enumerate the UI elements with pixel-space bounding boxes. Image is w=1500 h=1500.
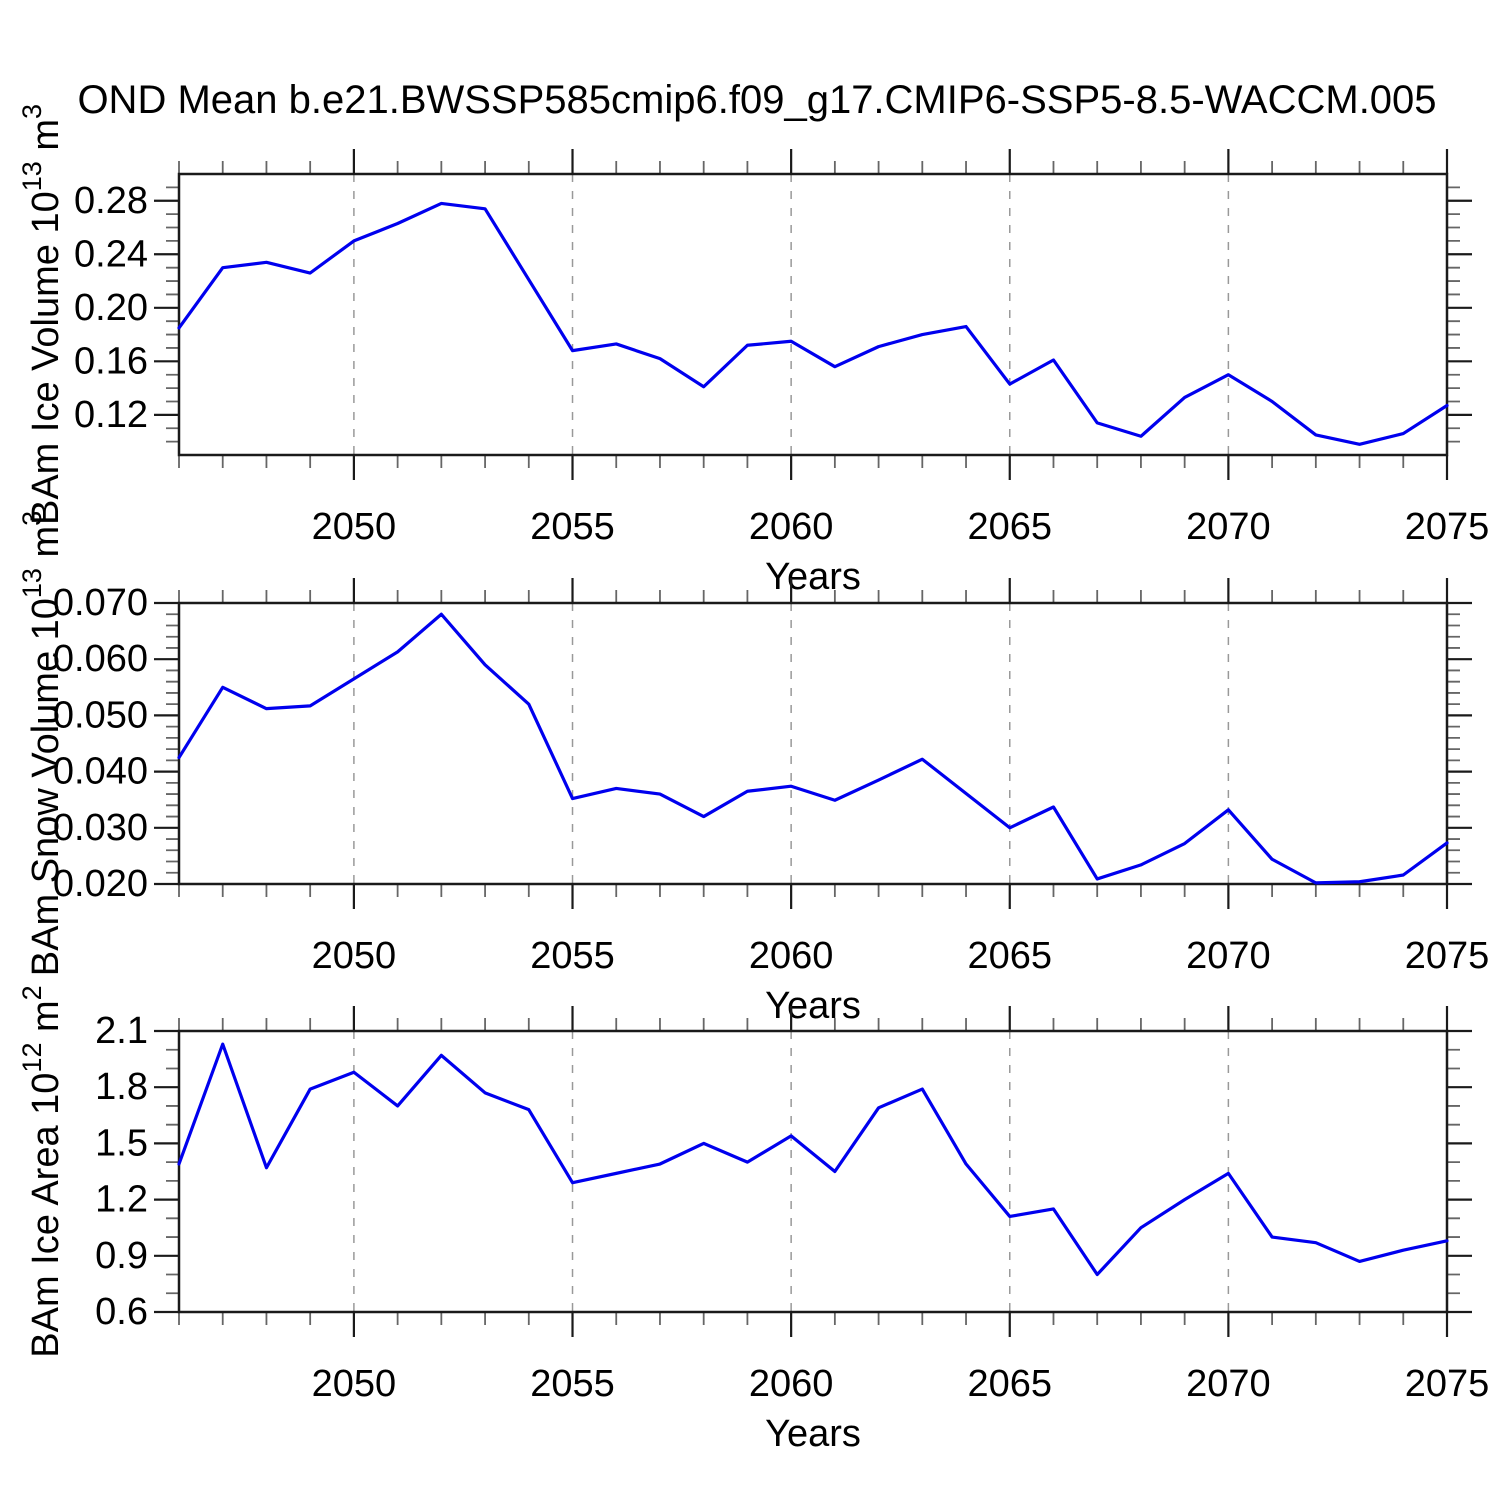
gridlines-ice-area [353, 1031, 1230, 1312]
panel-snow-volume: 0.020 0.030 0.040 0.050 0.060 0.070 2050 2055 20… [17, 511, 1489, 1027]
y-axis-title-segment: 3 [17, 511, 47, 526]
y-axis-title-segment: m [25, 1000, 67, 1042]
y-axis-title-snow-volume: BAm Snow Volume 1013 m3 [17, 511, 67, 976]
xtick-label-snow-volume-2070: 2070 [1186, 935, 1271, 977]
ytick-label-ice-volume-0.12: 0.12 [74, 394, 148, 436]
xtick-label-ice-area-2070: 2070 [1186, 1363, 1271, 1405]
panel-ice-area: 0.6 0.9 1.2 1.5 1.8 2.1 2050 2055 2060 2065 2070 20… [17, 985, 1489, 1455]
panel-ice-volume: 0.12 0.16 0.20 0.24 0.28 2050 2055 2060 2065 2070… [17, 104, 1489, 598]
xtick-label-snow-volume-2075: 2075 [1405, 935, 1490, 977]
ytick-label-ice-area-2.1: 2.1 [95, 1010, 148, 1052]
ytick-label-ice-volume-0.16: 0.16 [74, 340, 148, 382]
ytick-label-ice-area-1.2: 1.2 [95, 1179, 148, 1221]
y-axis-title-segment: 2 [17, 985, 47, 1000]
y-axis-title-segment: 13 [17, 568, 47, 598]
ytick-label-snow-volume-0.060: 0.060 [53, 638, 148, 680]
ytick-label-snow-volume-0.040: 0.040 [53, 751, 148, 793]
gridlines-snow-volume [353, 603, 1230, 884]
ytick-label-ice-volume-0.24: 0.24 [74, 233, 148, 275]
minor-ticks-ice-area [166, 1018, 1460, 1325]
ytick-label-snow-volume-0.050: 0.050 [53, 694, 148, 736]
data-line-ice-area [177, 1042, 1449, 1277]
plot-box-snow-volume [177, 601, 1449, 886]
xtick-label-ice-volume-2050: 2050 [312, 506, 397, 548]
ytick-label-snow-volume-0.020: 0.020 [53, 863, 148, 905]
y-axis-title-ice-area: BAm Ice Area 1012 m2 [17, 985, 67, 1357]
xtick-label-snow-volume-2060: 2060 [749, 935, 834, 977]
y-axis-title-ice-volume: BAm Ice Volume 1013 m3 [17, 104, 67, 525]
minor-ticks-snow-volume [166, 590, 1460, 897]
xtick-label-ice-volume-2055: 2055 [530, 506, 615, 548]
xtick-label-snow-volume-2050: 2050 [312, 935, 397, 977]
major-ticks-ice-area [154, 1006, 1472, 1337]
xtick-label-ice-area-2050: 2050 [312, 1363, 397, 1405]
y-axis-title-segment: m [25, 526, 67, 568]
xtick-label-ice-area-2065: 2065 [967, 1363, 1052, 1405]
x-axis-title-ice-volume: Years [765, 556, 861, 598]
ytick-label-ice-volume-0.20: 0.20 [74, 287, 148, 329]
plot-box-ice-volume [177, 172, 1449, 457]
panels-group: 0.12 0.16 0.20 0.24 0.28 2050 2055 2060 2065 2070… [17, 104, 1489, 1455]
chart-title: OND Mean b.e21.BWSSP585cmip6.f09_g17.CMI… [77, 78, 1436, 122]
xtick-label-ice-area-2075: 2075 [1405, 1363, 1490, 1405]
major-ticks-ice-volume [154, 149, 1472, 480]
ytick-label-ice-volume-0.28: 0.28 [74, 180, 148, 222]
xtick-label-ice-volume-2075: 2075 [1405, 506, 1490, 548]
ytick-label-ice-area-1.8: 1.8 [95, 1066, 148, 1108]
xtick-label-ice-area-2060: 2060 [749, 1363, 834, 1405]
ytick-label-ice-area-0.9: 0.9 [95, 1235, 148, 1277]
ytick-label-snow-volume-0.070: 0.070 [53, 582, 148, 624]
y-axis-title-segment: m [25, 119, 67, 161]
xtick-label-ice-area-2055: 2055 [530, 1363, 615, 1405]
x-axis-title-ice-area: Years [765, 1413, 861, 1455]
y-axis-title-segment: 13 [17, 161, 47, 191]
data-line-snow-volume [177, 612, 1449, 885]
x-axis-title-snow-volume: Years [765, 985, 861, 1027]
ytick-label-snow-volume-0.030: 0.030 [53, 807, 148, 849]
plot-box-ice-area [177, 1029, 1449, 1314]
y-axis-title-segment: BAm Ice Volume 10 [25, 191, 67, 525]
y-axis-title-segment: BAm Ice Area 10 [25, 1073, 67, 1358]
ytick-label-ice-area-0.6: 0.6 [95, 1291, 148, 1333]
xtick-label-ice-volume-2065: 2065 [967, 506, 1052, 548]
minor-ticks-ice-volume [166, 161, 1460, 468]
xtick-label-ice-volume-2060: 2060 [749, 506, 834, 548]
xtick-label-snow-volume-2055: 2055 [530, 935, 615, 977]
y-axis-title-segment: 12 [17, 1043, 47, 1073]
y-axis-title-segment: 3 [17, 104, 47, 119]
xtick-label-ice-volume-2070: 2070 [1186, 506, 1271, 548]
xtick-label-snow-volume-2065: 2065 [967, 935, 1052, 977]
y-axis-title-segment: BAm Snow Volume 10 [25, 598, 67, 976]
major-ticks-snow-volume [154, 578, 1472, 909]
data-line-ice-volume [177, 201, 1449, 446]
ytick-label-ice-area-1.5: 1.5 [95, 1122, 148, 1164]
gridlines-ice-volume [353, 174, 1230, 455]
